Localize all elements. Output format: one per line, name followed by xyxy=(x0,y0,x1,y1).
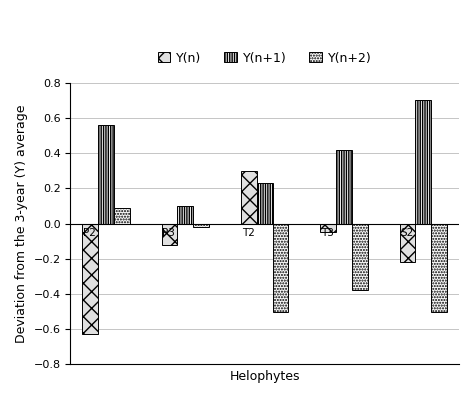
Bar xyxy=(162,224,177,245)
Bar xyxy=(336,150,352,224)
Text: P2: P2 xyxy=(83,228,96,238)
Bar xyxy=(431,224,447,312)
Bar xyxy=(320,224,336,232)
Text: T3: T3 xyxy=(321,228,334,238)
Bar xyxy=(273,224,289,312)
X-axis label: Helophytes: Helophytes xyxy=(229,370,300,383)
Text: P3: P3 xyxy=(163,228,175,238)
Bar xyxy=(82,224,98,334)
Y-axis label: Deviation from the 3-year (Y) average: Deviation from the 3-year (Y) average xyxy=(15,104,28,343)
Bar xyxy=(98,125,114,224)
Bar xyxy=(352,224,368,291)
Legend: Y(n), Y(n+1), Y(n+2): Y(n), Y(n+1), Y(n+2) xyxy=(153,47,377,70)
Bar xyxy=(415,100,431,224)
Text: S2: S2 xyxy=(401,228,413,238)
Bar xyxy=(257,183,273,224)
Text: T2: T2 xyxy=(242,228,255,238)
Bar xyxy=(114,208,130,224)
Bar xyxy=(241,171,257,224)
Bar xyxy=(400,224,415,262)
Bar xyxy=(177,206,193,224)
Bar xyxy=(193,224,209,227)
